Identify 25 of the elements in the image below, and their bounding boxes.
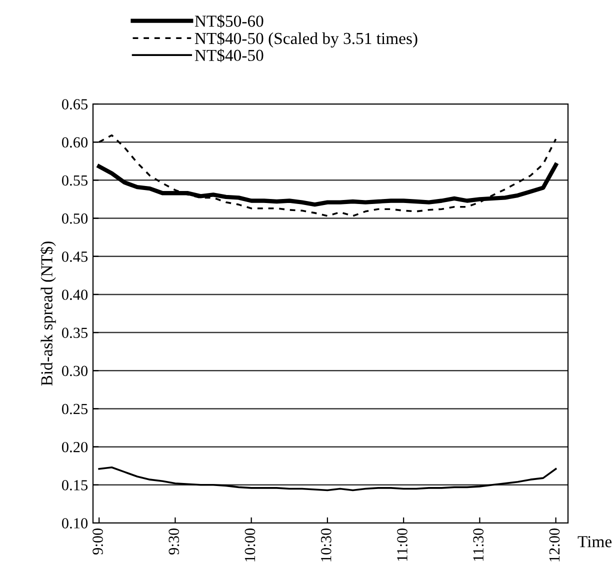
x-tick-label: 9:00: [92, 528, 103, 555]
x-tick-label: 11:30: [473, 528, 484, 561]
y-tick-label: 0.40: [62, 290, 88, 300]
legend-label: NT$40-50 (Scaled by 3.51 times): [194, 32, 418, 48]
x-tick-label: 11:00: [397, 528, 408, 561]
y-tick-label: 0.35: [62, 328, 88, 338]
y-tick-label: 0.25: [62, 404, 88, 414]
y-tick-label: 0.20: [62, 442, 88, 452]
y-axis-title: Bid-ask spread (NT$): [40, 242, 56, 386]
y-tick-label: 0.65: [62, 99, 88, 110]
x-tick-label: 10:30: [320, 528, 332, 562]
legend-label: NT$50-60: [194, 14, 264, 28]
y-tick-label: 0.60: [62, 137, 88, 148]
x-axis-title: Time: [578, 536, 612, 548]
y-tick-label: 0.15: [62, 480, 88, 490]
y-tick-label: 0.45: [62, 252, 88, 262]
y-tick-label: 0.30: [62, 366, 88, 376]
y-tick-label: 0.50: [62, 213, 88, 224]
y-tick-label: 0.55: [62, 175, 88, 186]
legend-label: NT$40-50: [194, 48, 264, 62]
x-tick-label: 12:00: [549, 528, 560, 562]
line-series: [98, 466, 557, 492]
x-tick-label: 10:00: [244, 528, 256, 562]
y-tick-label: 0.10: [62, 518, 88, 529]
x-tick-label: 9:30: [168, 528, 180, 555]
